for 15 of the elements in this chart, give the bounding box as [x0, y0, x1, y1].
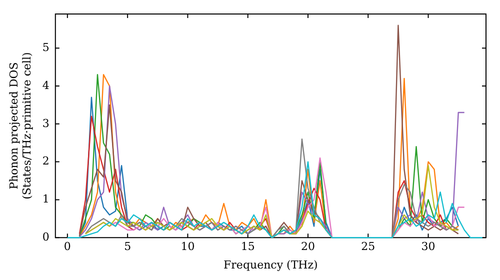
y-tick-label: 0 [42, 230, 50, 244]
x-tick-label: 5 [124, 240, 132, 254]
x-tick-label: 20 [300, 240, 315, 254]
y-tick-label: 2 [42, 154, 50, 168]
y-tick-label: 3 [42, 116, 50, 130]
y-tick-label: 1 [42, 192, 50, 206]
x-tick-label: 30 [421, 240, 436, 254]
x-tick-label: 25 [361, 240, 376, 254]
y-tick-label: 5 [42, 40, 50, 54]
y-tick-label: 4 [42, 78, 50, 92]
x-axis-title: Frequency (THz) [224, 258, 318, 272]
x-tick-label: 15 [240, 240, 255, 254]
x-tick-label: 10 [180, 240, 195, 254]
y-axis-title: Phonon projected DOS (States/THz·primitive cell) [7, 52, 34, 200]
x-tick-label: 0 [64, 240, 71, 254]
